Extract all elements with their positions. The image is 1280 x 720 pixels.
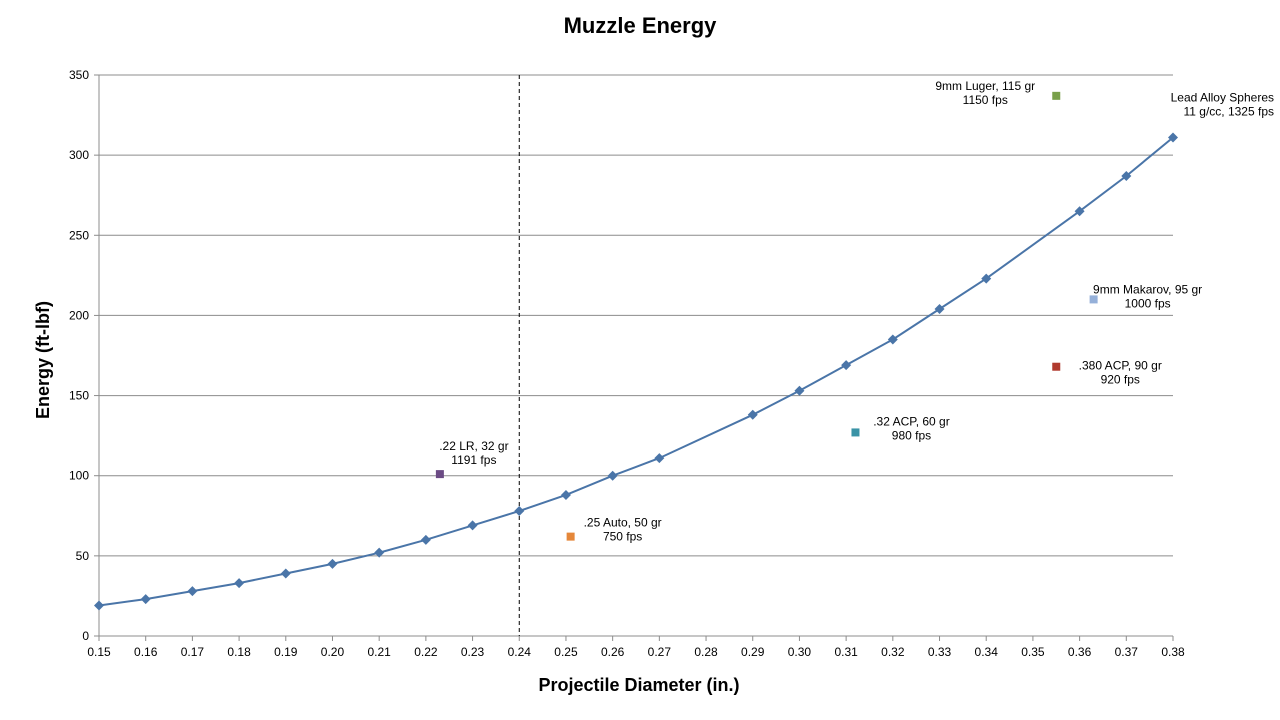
x-tick-label: 0.31 — [834, 645, 858, 659]
data-point-diamond — [981, 273, 992, 284]
x-tick-label: 0.25 — [554, 645, 578, 659]
point-label-line: .32 ACP, 60 gr — [873, 414, 950, 428]
data-point-diamond — [1168, 132, 1178, 143]
x-tick-label: 0.19 — [274, 645, 298, 659]
y-axis-title: Energy (ft-lbf) — [33, 301, 53, 419]
x-tick-label: 0.15 — [87, 645, 111, 659]
data-point-diamond — [187, 586, 198, 597]
data-point-diamond — [140, 594, 151, 605]
point-label: .380 ACP, 90 gr 920 fps — [1079, 359, 1162, 387]
x-tick-label: 0.27 — [648, 645, 672, 659]
data-point-diamond — [280, 568, 291, 579]
series-label-line: 11 g/cc, 1325 fps — [1183, 105, 1274, 119]
point-label: .25 Auto, 50 gr 750 fps — [584, 516, 662, 544]
point-label-line: 9mm Luger, 115 gr — [935, 79, 1035, 93]
point-label-line: 1150 fps — [963, 93, 1008, 107]
y-tick-label: 100 — [69, 469, 89, 483]
data-point-diamond — [747, 409, 758, 420]
point-label: 9mm Luger, 115 gr 1150 fps — [935, 79, 1035, 107]
data-point-diamond — [327, 558, 338, 569]
x-tick-label: 0.38 — [1161, 645, 1185, 659]
x-tick-label: 0.20 — [321, 645, 345, 659]
data-point-diamond — [374, 547, 385, 558]
x-tick-label: 0.28 — [694, 645, 718, 659]
data-point-square — [851, 428, 860, 437]
x-tick-label: 0.37 — [1115, 645, 1139, 659]
x-tick-label: 0.21 — [367, 645, 391, 659]
x-tick-label: 0.26 — [601, 645, 625, 659]
point-label: .32 ACP, 60 gr 980 fps — [873, 414, 950, 442]
x-tick-label: 0.30 — [788, 645, 812, 659]
data-point-diamond — [934, 304, 945, 315]
x-tick-label: 0.16 — [134, 645, 158, 659]
data-point-diamond — [1121, 170, 1132, 181]
axes: 0 50 100 150 200 250 300 350 0.15 0.16 0.17 0.18 0.1… — [69, 68, 1185, 659]
y-tick-label: 350 — [69, 68, 89, 82]
x-tick-label: 0.18 — [227, 645, 251, 659]
point-label: 9mm Makarov, 95 gr 1000 fps — [1093, 282, 1202, 310]
data-point-diamond — [94, 600, 104, 611]
series-line — [98, 136, 1174, 607]
data-point-diamond — [467, 520, 478, 531]
point-label-line: 9mm Makarov, 95 gr — [1093, 282, 1202, 296]
data-point-diamond — [887, 334, 898, 345]
x-tick-label: 0.33 — [928, 645, 952, 659]
x-axis-title: Projectile Diameter (in.) — [538, 675, 739, 695]
point-label-line: .380 ACP, 90 gr — [1079, 359, 1162, 373]
point-label-line: 1000 fps — [1125, 296, 1171, 310]
y-tick-label: 250 — [69, 228, 89, 242]
y-tick-label: 200 — [69, 308, 89, 322]
y-tick-label: 50 — [76, 549, 90, 563]
x-tick-label: 0.36 — [1068, 645, 1092, 659]
y-tick-label: 0 — [82, 629, 89, 643]
x-tick-label: 0.29 — [741, 645, 765, 659]
point-label-line: 1191 fps — [451, 453, 496, 467]
point-label: .22 LR, 32 gr 1191 fps — [439, 439, 508, 467]
x-tick-label: 0.34 — [975, 645, 999, 659]
y-tick-label: 300 — [69, 148, 89, 162]
series-group — [94, 91, 1178, 611]
data-point-diamond — [560, 489, 571, 500]
annotation-group: Lead Alloy Spheres 11 g/cc, 1325 fps .22 L… — [439, 79, 1274, 544]
data-point-diamond — [420, 534, 431, 545]
x-tick-label: 0.23 — [461, 645, 485, 659]
point-label-line: 980 fps — [892, 428, 931, 442]
data-point-square — [1052, 362, 1061, 371]
gridlines — [99, 74, 1173, 557]
data-point-square — [1052, 91, 1061, 100]
x-tick-label: 0.22 — [414, 645, 438, 659]
data-point-diamond — [1074, 206, 1085, 217]
chart-title: Muzzle Energy — [564, 13, 718, 38]
data-point-square — [1089, 295, 1098, 304]
x-tick-label: 0.32 — [881, 645, 905, 659]
data-point-diamond — [234, 578, 245, 589]
series-label-line: Lead Alloy Spheres — [1171, 91, 1274, 105]
y-tick-label: 150 — [69, 389, 89, 403]
point-label-line: 750 fps — [603, 530, 642, 544]
x-tick-label: 0.17 — [181, 645, 205, 659]
data-point-diamond — [794, 385, 805, 396]
data-point-diamond — [841, 360, 852, 371]
point-label-line: 920 fps — [1101, 373, 1140, 387]
data-point-diamond — [654, 453, 665, 464]
series-label: Lead Alloy Spheres 11 g/cc, 1325 fps — [1171, 91, 1274, 119]
data-point-square — [566, 532, 575, 541]
data-point-diamond — [514, 505, 525, 516]
data-point-square — [435, 470, 444, 479]
data-point-diamond — [607, 470, 618, 481]
x-tick-label: 0.24 — [508, 645, 532, 659]
point-label-line: .22 LR, 32 gr — [439, 439, 508, 453]
x-tick-label: 0.35 — [1021, 645, 1045, 659]
point-label-line: .25 Auto, 50 gr — [584, 516, 662, 530]
